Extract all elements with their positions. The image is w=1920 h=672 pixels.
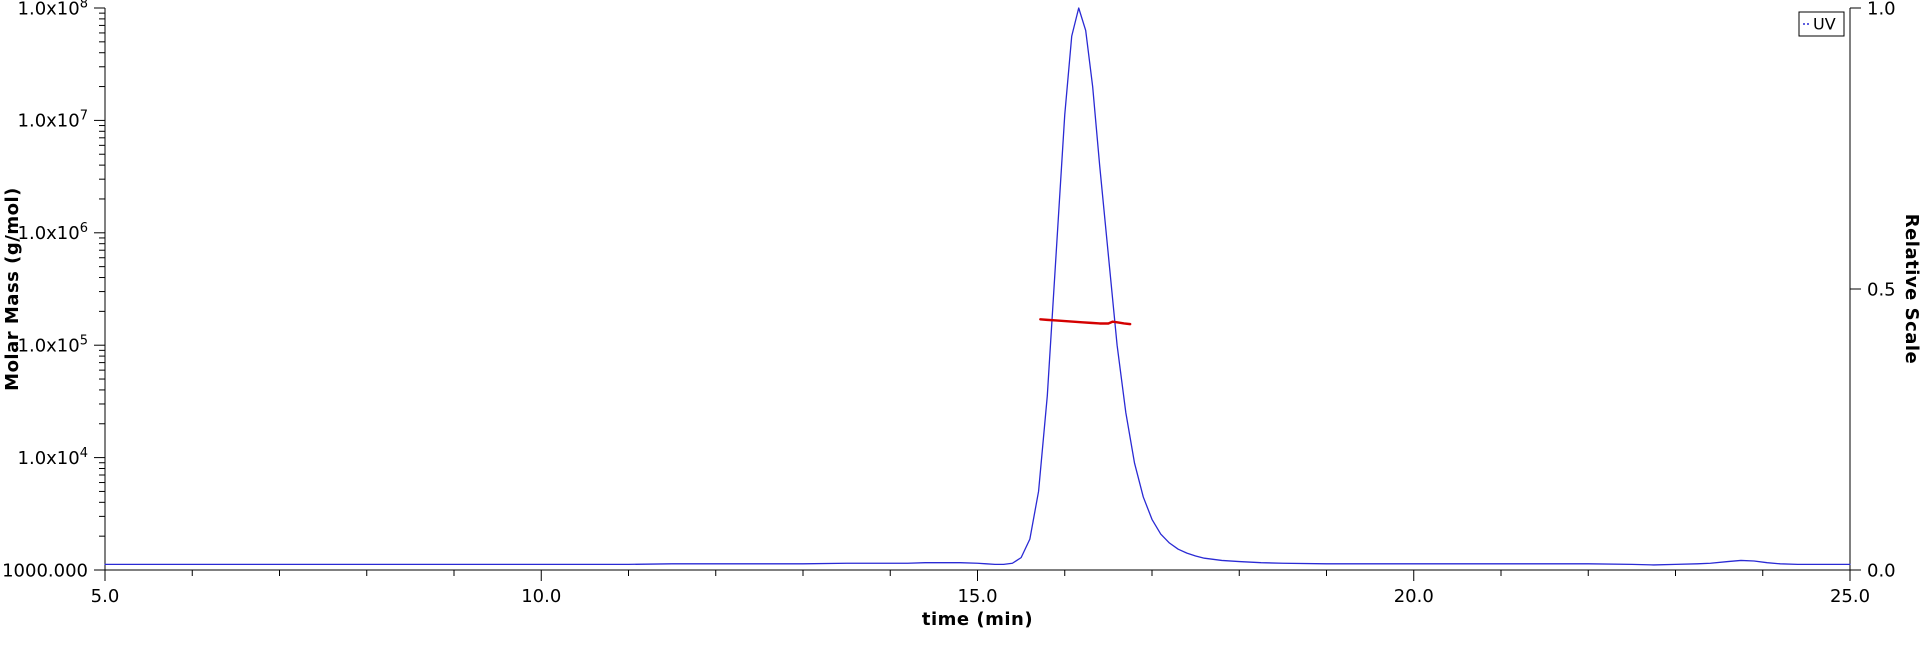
svg-text:1.0: 1.0 — [1867, 0, 1896, 19]
svg-text:0.0: 0.0 — [1867, 560, 1896, 581]
svg-text:1.0x108: 1.0x108 — [18, 0, 88, 19]
svg-text:1.0x104: 1.0x104 — [18, 445, 88, 469]
svg-text:time (min): time (min) — [922, 609, 1033, 630]
svg-text:15.0: 15.0 — [957, 586, 997, 607]
svg-text:25.0: 25.0 — [1830, 586, 1870, 607]
svg-text:0.5: 0.5 — [1867, 279, 1896, 300]
svg-text:5.0: 5.0 — [91, 586, 120, 607]
svg-text:10.0: 10.0 — [521, 586, 561, 607]
svg-text:1.0x107: 1.0x107 — [18, 108, 88, 132]
svg-text:1.0x106: 1.0x106 — [18, 221, 88, 245]
svg-text:1.0x105: 1.0x105 — [18, 333, 88, 357]
svg-text:UV: UV — [1813, 15, 1836, 34]
chromatogram-chart: 5.0 10.0 15.0 20.0 25.0 time (min) 1000.000 1.0… — [0, 0, 1920, 672]
svg-text:Molar Mass (g/mol): Molar Mass (g/mol) — [2, 187, 23, 391]
svg-text:20.0: 20.0 — [1394, 586, 1434, 607]
svg-text:Relative Scale: Relative Scale — [1901, 214, 1920, 365]
svg-text:1000.000: 1000.000 — [2, 560, 88, 581]
